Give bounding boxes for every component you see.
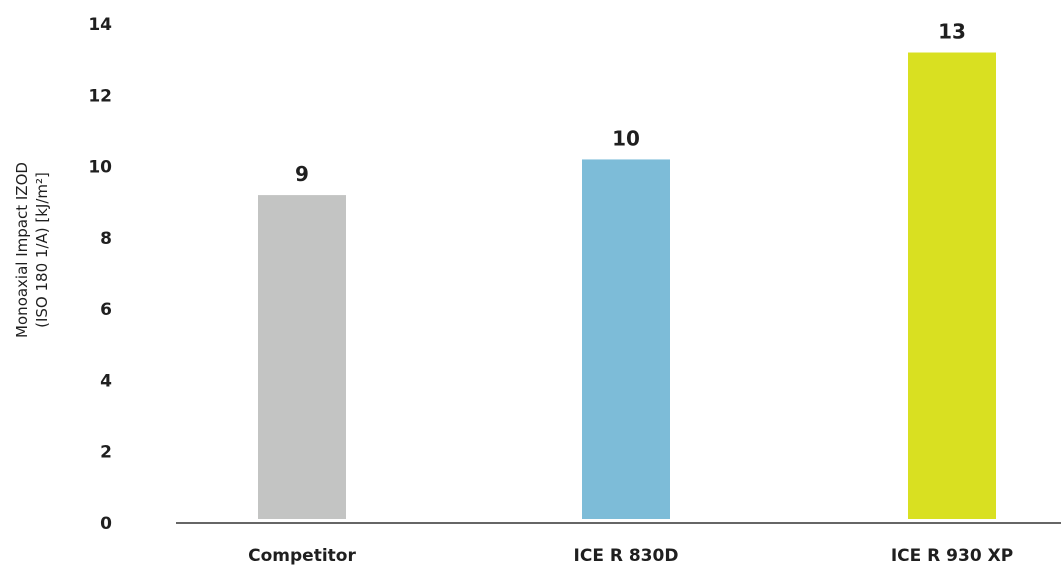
data-label-2: 10 — [612, 126, 640, 150]
y-axis-title-line-2: (ISO 180 1/A) [kJ/m²] — [33, 172, 51, 328]
y-tick-label: 10 — [88, 158, 112, 178]
bars — [258, 52, 996, 520]
bar-1 — [258, 195, 346, 520]
y-tick-label: 12 — [88, 86, 112, 106]
y-tick-label: 2 — [100, 443, 112, 463]
category-labels: Competitor ICE R 830D ICE R 930 XP — [248, 546, 1013, 566]
y-axis-ticks: 0 2 4 6 8 10 12 14 — [88, 15, 112, 534]
data-label-3: 13 — [938, 20, 966, 44]
y-tick-label: 4 — [100, 371, 112, 391]
bar-2 — [582, 159, 670, 519]
y-tick-label: 6 — [100, 300, 112, 320]
category-label-1: Competitor — [248, 546, 356, 566]
y-axis-title: Monoaxial Impact IZOD (ISO 180 1/A) [kJ/… — [13, 162, 51, 338]
category-label-2: ICE R 830D — [574, 546, 679, 566]
data-labels: 9 10 13 — [295, 20, 966, 187]
y-tick-label: 14 — [88, 15, 112, 35]
y-tick-label: 0 — [100, 514, 112, 534]
data-label-1: 9 — [295, 162, 309, 186]
y-tick-label: 8 — [100, 229, 112, 249]
y-axis-title-line-1: Monoaxial Impact IZOD — [13, 162, 31, 338]
bar-3 — [908, 52, 996, 520]
category-label-3: ICE R 930 XP — [891, 546, 1013, 566]
